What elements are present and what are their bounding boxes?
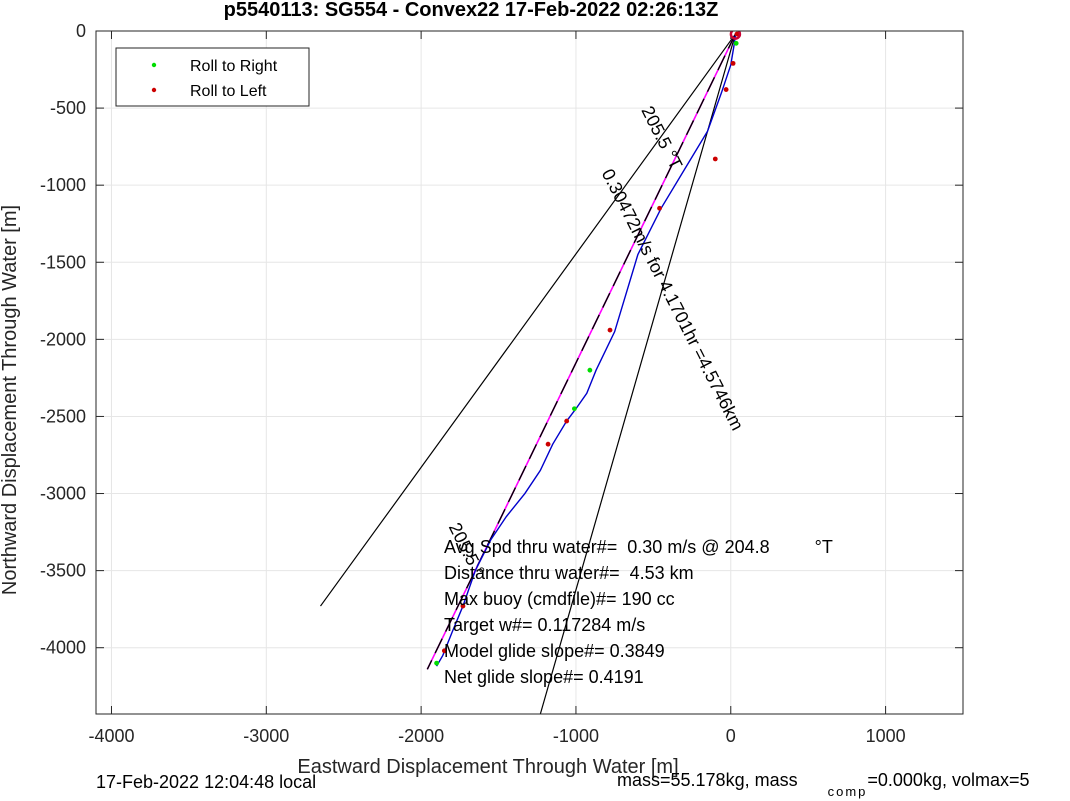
legend: Roll to Right Roll to Left (115, 47, 310, 107)
roll-left-point (545, 441, 551, 447)
legend-marker-roll-right (151, 62, 157, 68)
y-tick-label: -3500 (40, 561, 86, 581)
stats-line: Model glide slope#= 0.3849 (444, 641, 665, 661)
roll-left-point (723, 87, 729, 92)
legend-label-roll-right: Roll to Right (190, 58, 278, 75)
axes-box (95, 30, 964, 715)
y-tick-label: -4000 (40, 638, 86, 658)
y-tick-label: -1500 (40, 252, 86, 272)
x-tick-label: -2000 (398, 726, 444, 746)
stats-line: Distance thru water#= 4.53 km (444, 563, 694, 583)
tick-labels: -4000 -3000 -2000 -1000 0 1000 0 -500 -1000 -1500… (40, 21, 906, 746)
roll-right-point (587, 367, 593, 373)
roll-left-point (657, 205, 662, 211)
roll-left-point (734, 31, 740, 37)
roll-right-point (733, 40, 739, 46)
y-tick-label: -2000 (40, 329, 86, 349)
grid (96, 30, 963, 714)
y-tick-label: -3000 (40, 484, 86, 504)
roll-right-point (434, 660, 440, 666)
roll-right-point (571, 406, 577, 412)
cone-line (320, 33, 736, 607)
roll-left-point (441, 648, 447, 654)
footer-comp-subscript: comp (827, 784, 868, 799)
x-tick-label: -3000 (243, 726, 289, 746)
cone-line (539, 33, 736, 714)
footer-volmax: =0.000kg, volmax=5 (867, 770, 1030, 790)
footer-local-time: 17-Feb-2022 12:04:48 local (96, 772, 317, 792)
stats-block: Avg Spd thru water#= 0.30 m/s @ 204.8 °T… (444, 537, 833, 687)
x-tick-label: 1000 (866, 726, 906, 746)
roll-left-point (460, 603, 466, 609)
legend-box (115, 47, 310, 107)
chart-title: p5540113: SG554 - Convex22 17-Feb-2022 0… (224, 0, 719, 21)
start-marker (729, 31, 742, 40)
y-tick-label: -1000 (40, 175, 86, 195)
axes-background (96, 31, 963, 714)
roll-left-point (607, 327, 613, 333)
y-tick-label: -2500 (40, 406, 86, 426)
y-axis-label: Northward Displacement Through Water [m] (0, 205, 21, 595)
stats-line: Avg Spd thru water#= 0.30 m/s @ 204.8 °T (444, 537, 833, 557)
legend-label-roll-left: Roll to Left (190, 83, 267, 100)
roll-left-point (712, 156, 718, 162)
x-tick-label: 0 (726, 726, 736, 746)
footer-mass-info: mass=55.178kg, mass comp=0.000kg, volmax=… (617, 770, 1030, 799)
legend-marker-roll-left (151, 87, 157, 93)
x-axis-label: Eastward Displacement Through Water [m] (297, 756, 678, 778)
y-tick-label: -500 (50, 98, 86, 118)
stats-line: Net glide slope#= 0.4191 (444, 667, 644, 687)
stats-line: Target w#= 0.117284 m/s (444, 615, 645, 635)
roll-left-point (564, 418, 570, 424)
cone-lines (320, 33, 736, 714)
stats-line: Max buoy (cmdfile)#= 190 cc (444, 589, 675, 609)
y-tick-label: 0 (76, 21, 86, 41)
x-tick-label: -4000 (88, 726, 134, 746)
x-tick-label: -1000 (553, 726, 599, 746)
roll-left-point (730, 60, 736, 66)
footer-mass: mass=55.178kg, mass (617, 770, 798, 790)
roll-points (434, 31, 740, 666)
